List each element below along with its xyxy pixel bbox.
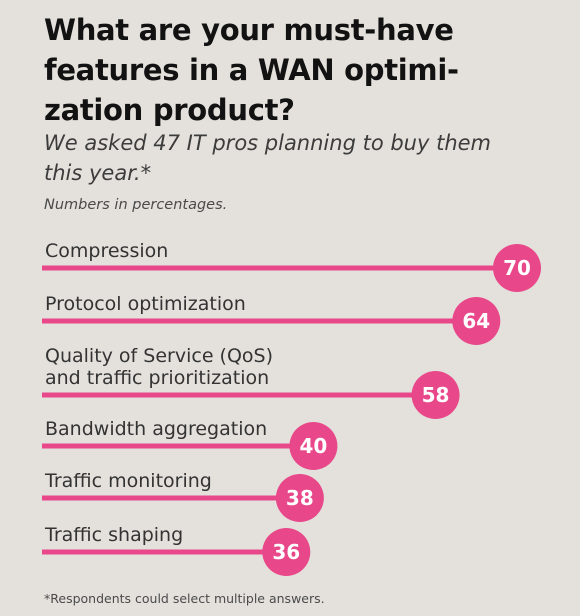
bar (42, 318, 477, 324)
category-label: Compression (45, 240, 168, 262)
bar (42, 549, 287, 555)
value-label: 64 (462, 309, 490, 333)
bar (42, 265, 517, 271)
category-label-line: Traffic shaping (44, 524, 183, 546)
category-label-line: Protocol optimization (45, 293, 246, 315)
category-label-line: Quality of Service (QoS) (45, 345, 273, 367)
value-marker (289, 422, 338, 470)
value-label: 70 (503, 256, 531, 280)
category-label-line: Compression (45, 240, 168, 262)
category-label: Bandwidth aggregation (45, 418, 267, 440)
units-note: Numbers in percentages. (44, 197, 228, 213)
chart-title: What are your must-have features in a WA… (44, 10, 544, 130)
value-marker (275, 474, 324, 522)
category-label: Traffic shaping (44, 524, 183, 546)
value-marker (493, 244, 541, 292)
footnote: *Respondents could select multiple answe… (44, 591, 325, 606)
chart-subtitle: We asked 47 IT pros planning to buy them… (44, 131, 491, 185)
category-label: Protocol optimization (45, 293, 246, 315)
category-label: Quality of Service (QoS) and traffic prio… (45, 345, 273, 389)
bar (42, 392, 436, 398)
category-label-line: and traffic prioritization (45, 367, 269, 389)
value-label: 36 (272, 540, 300, 564)
value-label: 38 (286, 486, 314, 510)
category-label-line: Traffic monitoring (44, 470, 212, 492)
chart-title-text: What are your must-have features in a WA… (44, 13, 459, 127)
value-marker (262, 528, 311, 576)
value-label: 58 (422, 383, 450, 407)
category-label-line: Bandwidth aggregation (45, 418, 267, 440)
value-marker (452, 297, 501, 345)
bar (42, 443, 314, 449)
bar (42, 495, 300, 501)
value-label: 40 (300, 434, 328, 458)
value-marker (411, 371, 460, 419)
category-label: Traffic monitoring (44, 470, 212, 492)
